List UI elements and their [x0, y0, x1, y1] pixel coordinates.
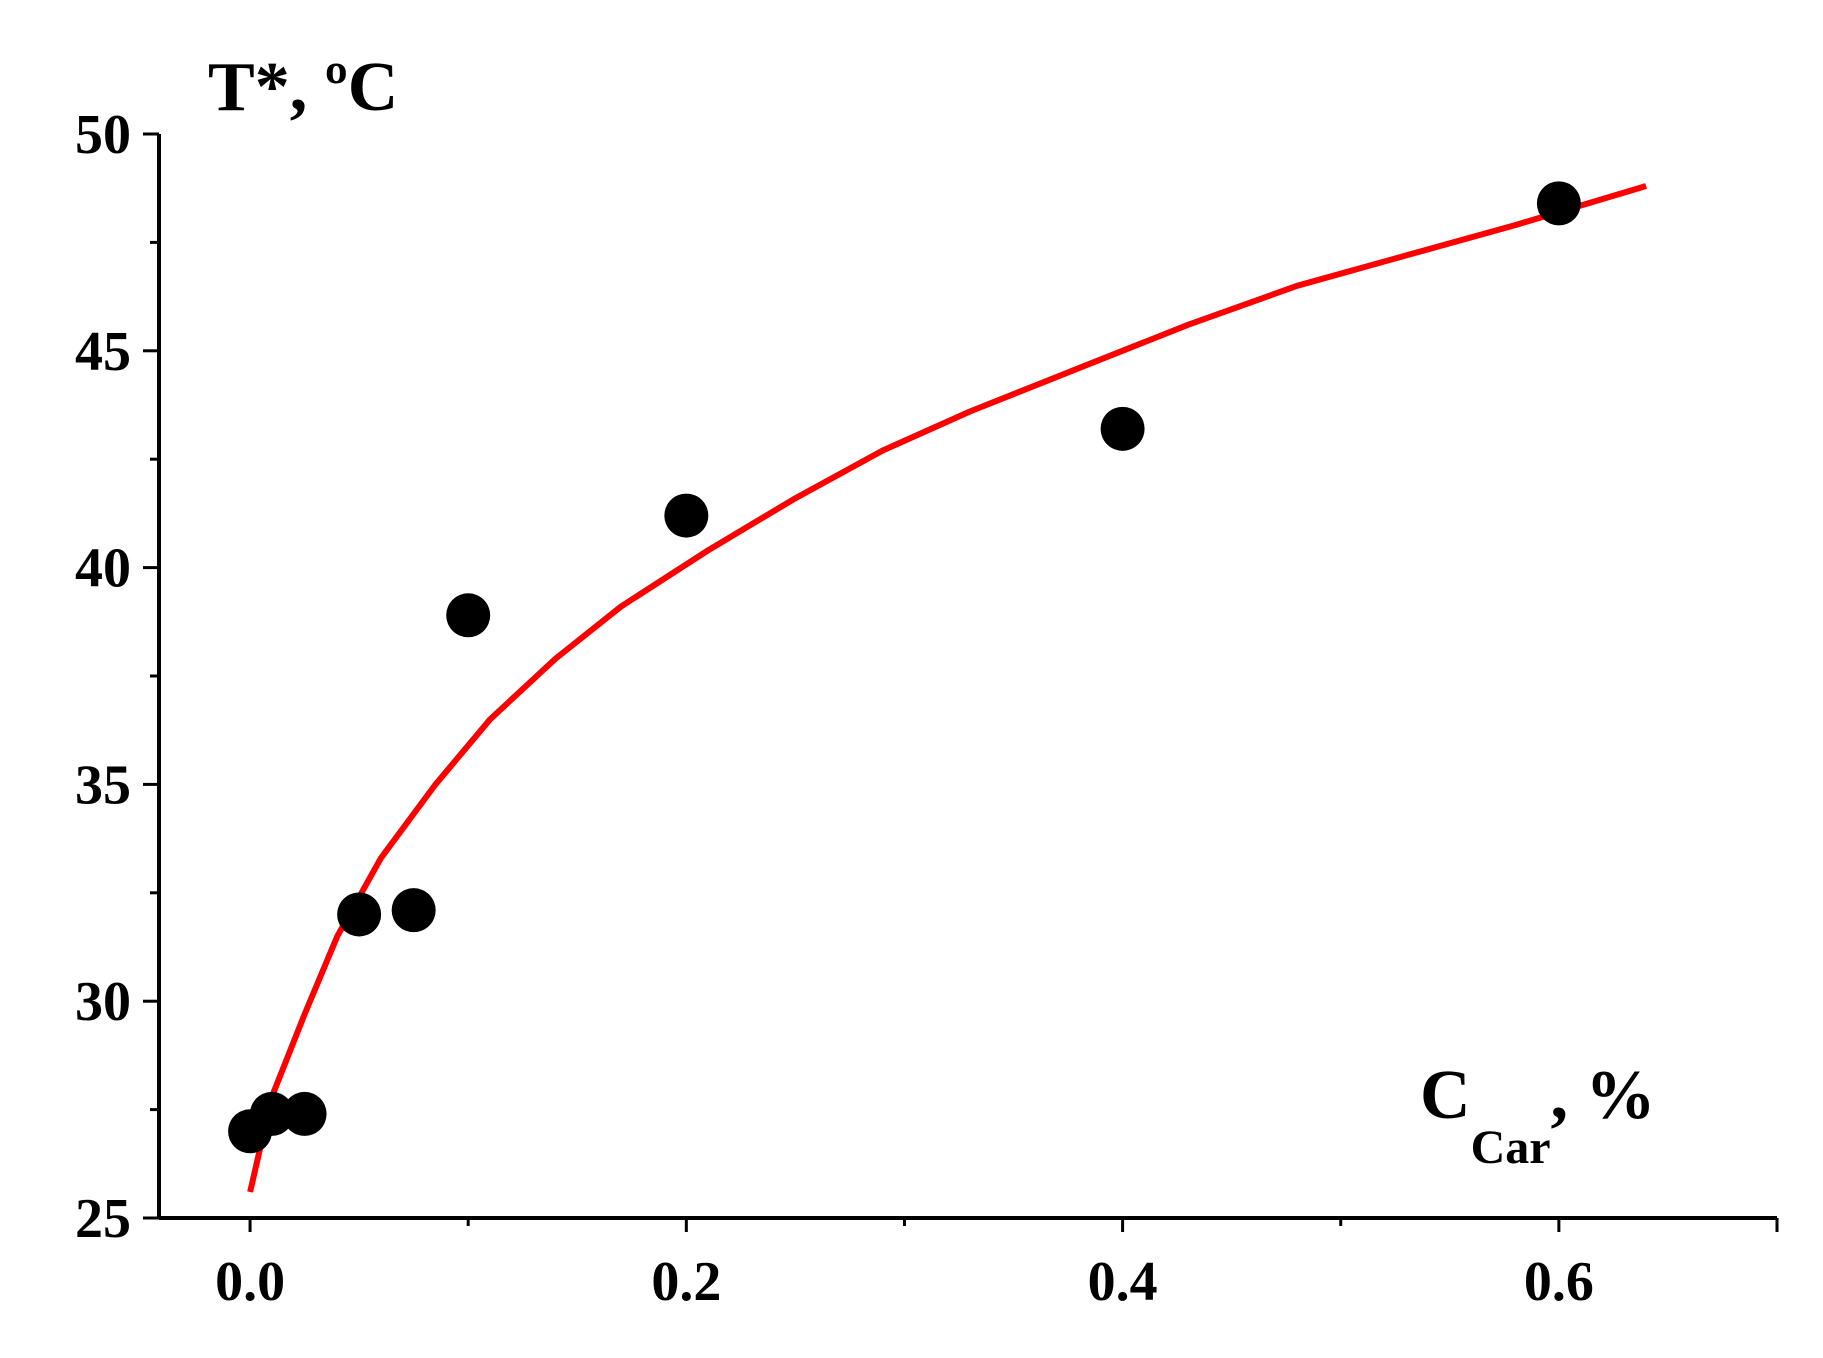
fit-curve	[247, 183, 1647, 1193]
x-axis-title: CCar, %	[1420, 1057, 1656, 1174]
x-tick-label: 0.4	[1088, 1251, 1158, 1313]
y-tick-label: 35	[75, 754, 131, 816]
fit-line-layer	[247, 183, 1647, 1193]
axes	[143, 132, 1779, 1232]
x-tick-label: 0.2	[651, 1251, 721, 1313]
y-tick-label: 40	[75, 538, 131, 600]
data-point	[391, 888, 436, 933]
x-tick-label: 0.6	[1524, 1251, 1594, 1313]
y-tick-label: 50	[75, 104, 131, 166]
x-axis-title-suffix: , %	[1551, 1057, 1656, 1134]
y-tick-label: 25	[75, 1188, 131, 1250]
data-point	[1536, 181, 1581, 226]
y-tick-label: 45	[75, 321, 131, 383]
x-axis-title-main: C	[1420, 1057, 1471, 1134]
data-point	[664, 493, 709, 538]
y-tick-label: 30	[75, 971, 131, 1033]
y-axis-title: T*, ºC	[208, 49, 398, 126]
x-tick-label: 0.0	[215, 1251, 285, 1313]
data-point	[337, 892, 382, 937]
data-point	[446, 593, 491, 638]
tick-labels: 0.0 0.2 0.4 0.6 25 30 35 40 45 50	[75, 104, 1594, 1313]
data-point	[249, 1091, 294, 1136]
x-axis-title-sub: Car	[1471, 1121, 1551, 1174]
data-point	[282, 1091, 327, 1136]
data-points-layer	[228, 181, 1581, 1154]
data-point	[1100, 406, 1145, 451]
